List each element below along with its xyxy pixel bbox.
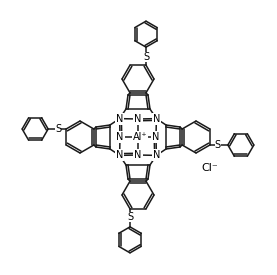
Text: S: S xyxy=(215,140,221,150)
Text: N: N xyxy=(152,132,160,142)
Text: N: N xyxy=(116,150,123,160)
Text: N: N xyxy=(116,132,124,142)
Text: S: S xyxy=(55,124,61,134)
Text: N: N xyxy=(153,150,160,160)
Text: N: N xyxy=(134,150,142,160)
Text: Cl⁻: Cl⁻ xyxy=(202,163,218,173)
Text: N: N xyxy=(134,114,142,124)
Text: S: S xyxy=(143,52,149,62)
Text: N: N xyxy=(153,114,160,124)
Text: N: N xyxy=(116,114,123,124)
Text: S: S xyxy=(127,212,133,222)
Text: Al⁺: Al⁺ xyxy=(133,132,147,142)
